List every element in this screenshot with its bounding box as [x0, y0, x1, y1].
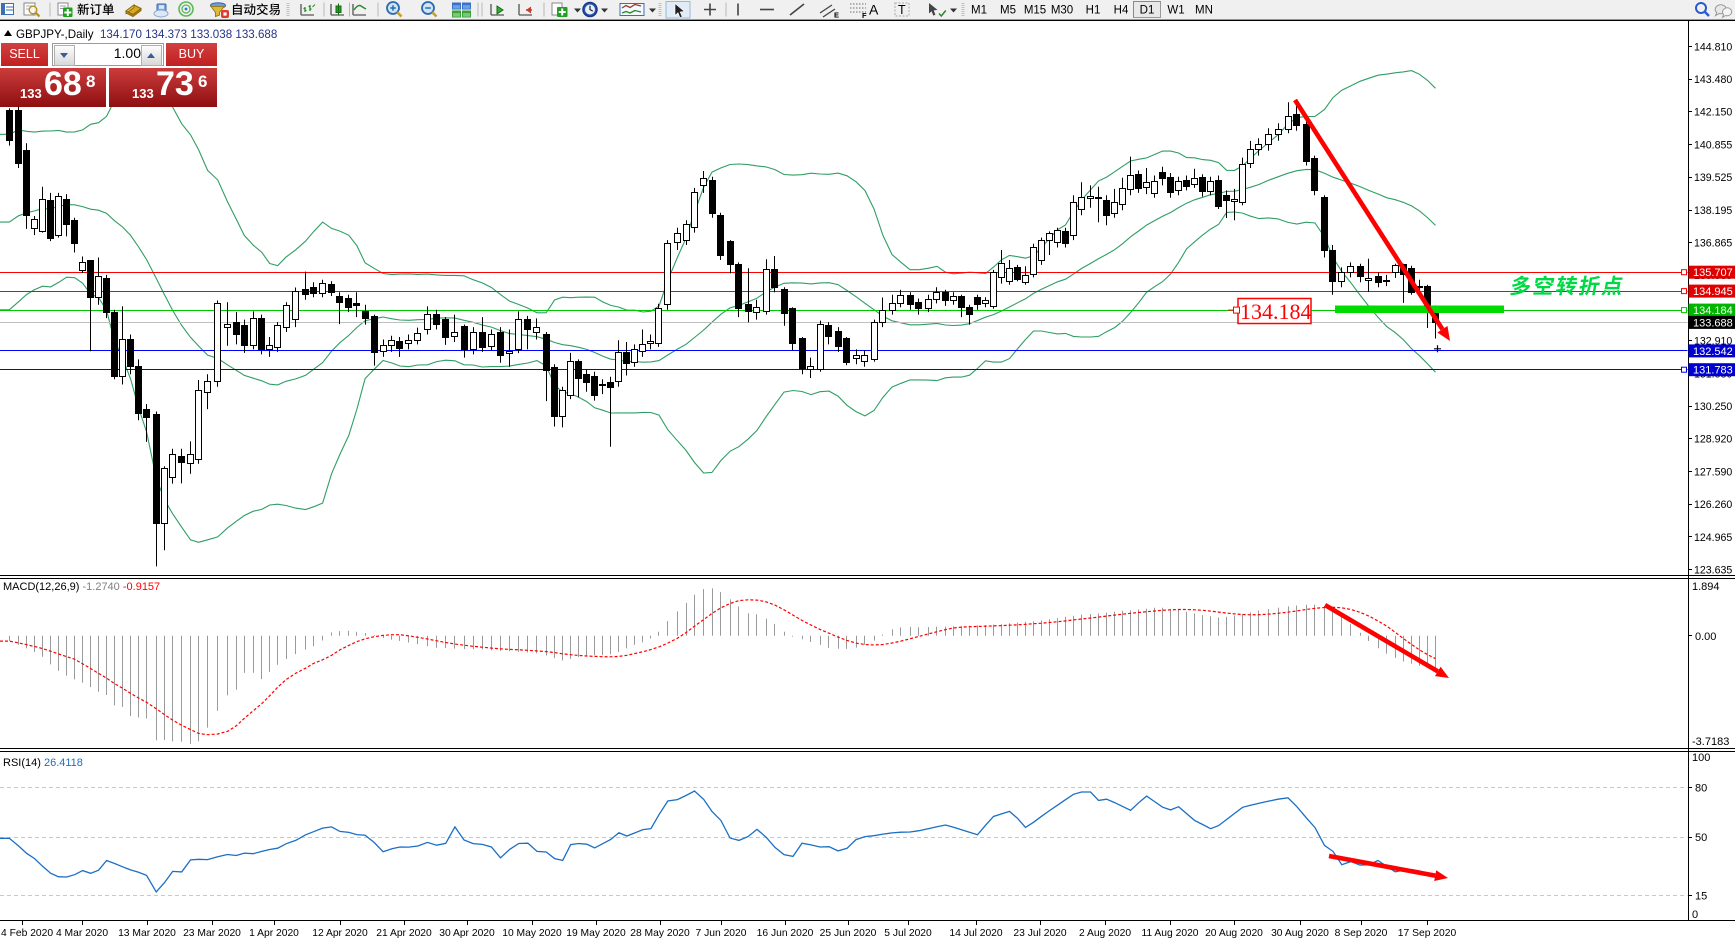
svg-text:30 Apr 2020: 30 Apr 2020: [439, 928, 495, 939]
svg-text:30 Aug 2020: 30 Aug 2020: [1271, 928, 1329, 939]
svg-text:128.920: 128.920: [1694, 434, 1732, 446]
svg-text:11 Aug 2020: 11 Aug 2020: [1141, 928, 1198, 939]
svg-text:134.184: 134.184: [1693, 305, 1733, 317]
svg-text:A: A: [869, 2, 879, 18]
svg-text:D1: D1: [1140, 5, 1155, 17]
svg-text:14 Jul 2020: 14 Jul 2020: [949, 928, 1003, 939]
svg-text:F: F: [862, 11, 867, 20]
svg-text:5 Jul 2020: 5 Jul 2020: [884, 928, 932, 939]
svg-text:80: 80: [1695, 782, 1707, 794]
svg-text:133.688: 133.688: [1693, 317, 1733, 329]
svg-text:16 Jun 2020: 16 Jun 2020: [757, 928, 814, 939]
svg-text:M1: M1: [971, 5, 987, 17]
svg-text:12 Apr 2020: 12 Apr 2020: [312, 928, 368, 939]
svg-text:127.590: 127.590: [1694, 466, 1732, 478]
svg-text:139.525: 139.525: [1694, 172, 1732, 184]
svg-text:-3.7183: -3.7183: [1692, 736, 1729, 748]
svg-text:144.810: 144.810: [1694, 41, 1732, 53]
svg-text:M5: M5: [1000, 5, 1016, 17]
svg-text:1.894: 1.894: [1692, 581, 1720, 593]
svg-text:20 Aug 2020: 20 Aug 2020: [1205, 928, 1263, 939]
svg-text:MN: MN: [1195, 5, 1213, 17]
svg-text:131.783: 131.783: [1693, 365, 1733, 377]
svg-text:25 Jun 2020: 25 Jun 2020: [820, 928, 877, 939]
svg-text:4 Mar 2020: 4 Mar 2020: [56, 928, 108, 939]
svg-text:E: E: [834, 11, 839, 20]
svg-text:143.480: 143.480: [1694, 74, 1732, 86]
svg-text:28 May 2020: 28 May 2020: [630, 928, 690, 939]
svg-text:23 Mar 2020: 23 Mar 2020: [183, 928, 241, 939]
svg-text:7 Jun 2020: 7 Jun 2020: [696, 928, 747, 939]
svg-text:MACD(12,26,9) -1.2740 -0.9157: MACD(12,26,9) -1.2740 -0.9157: [3, 581, 160, 593]
svg-text:RSI(14) 26.4118: RSI(14) 26.4118: [3, 757, 83, 769]
svg-text:H1: H1: [1086, 5, 1101, 17]
svg-text:H4: H4: [1114, 5, 1129, 17]
svg-text:8 Sep 2020: 8 Sep 2020: [1335, 928, 1388, 939]
svg-text:19 May 2020: 19 May 2020: [566, 928, 626, 939]
svg-text:124.965: 124.965: [1694, 532, 1732, 544]
svg-text:123.635: 123.635: [1694, 565, 1732, 577]
svg-text:126.260: 126.260: [1694, 499, 1732, 511]
svg-text:23 Jul 2020: 23 Jul 2020: [1013, 928, 1067, 939]
svg-text:21 Apr 2020: 21 Apr 2020: [376, 928, 432, 939]
svg-text:13 Mar 2020: 13 Mar 2020: [118, 928, 176, 939]
svg-text:135.707: 135.707: [1693, 267, 1733, 279]
svg-text:134.184: 134.184: [1240, 299, 1312, 324]
svg-text:0.00: 0.00: [1695, 631, 1716, 643]
svg-text:1 Apr 2020: 1 Apr 2020: [249, 928, 299, 939]
svg-text:15: 15: [1695, 891, 1707, 903]
svg-text:130.250: 130.250: [1694, 401, 1732, 413]
svg-text:0: 0: [1692, 909, 1698, 921]
svg-text:142.150: 142.150: [1694, 107, 1732, 119]
svg-text:17 Sep 2020: 17 Sep 2020: [1398, 928, 1457, 939]
svg-text:140.855: 140.855: [1694, 139, 1732, 151]
svg-text:M15: M15: [1024, 5, 1046, 17]
svg-text:2 Aug 2020: 2 Aug 2020: [1079, 928, 1131, 939]
svg-text:134.945: 134.945: [1693, 286, 1733, 298]
svg-text:138.195: 138.195: [1694, 205, 1732, 217]
svg-text:10 May 2020: 10 May 2020: [502, 928, 562, 939]
svg-text:T: T: [898, 3, 906, 17]
svg-text:4 Feb 2020: 4 Feb 2020: [1, 928, 53, 939]
svg-text:W1: W1: [1167, 5, 1184, 17]
svg-text:132.542: 132.542: [1693, 346, 1733, 358]
svg-text:M30: M30: [1051, 5, 1073, 17]
svg-text:GBPJPY-,Daily 134.170 134.373: GBPJPY-,Daily 134.170 134.373 133.038 13…: [16, 28, 277, 41]
svg-text:100: 100: [1692, 752, 1710, 764]
svg-text:136.865: 136.865: [1694, 238, 1732, 250]
svg-text:50: 50: [1695, 832, 1707, 844]
